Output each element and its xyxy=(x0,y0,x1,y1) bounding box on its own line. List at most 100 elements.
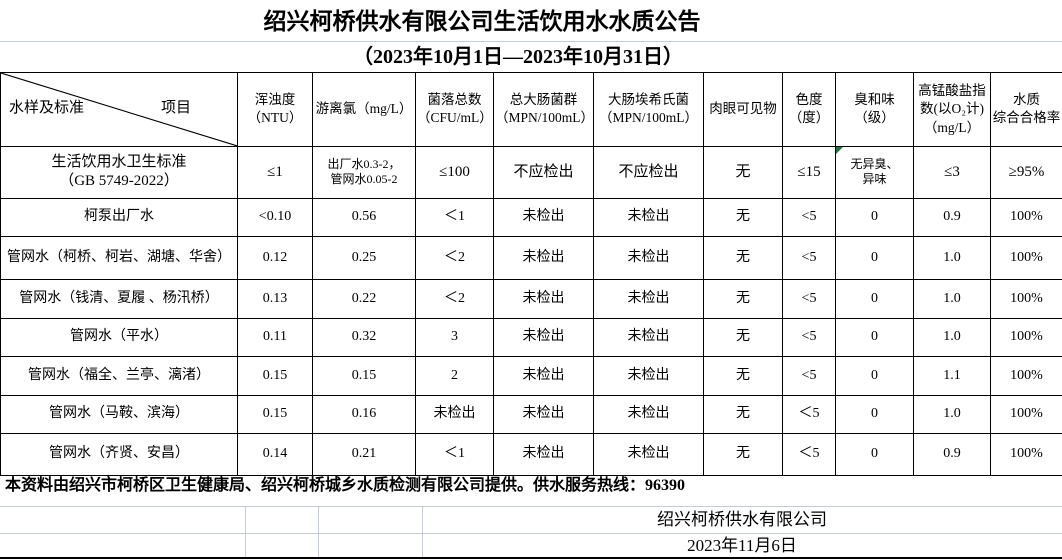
table-cell: <5 xyxy=(782,278,836,319)
table-cell: ＜1 xyxy=(415,432,494,476)
row-label: 管网水（平水） xyxy=(0,317,238,357)
table-cell: 无 xyxy=(703,394,783,434)
gridline-vertical-3 xyxy=(422,506,423,557)
table-cell: 0.9 xyxy=(913,432,991,476)
table-cell: 2 xyxy=(415,355,494,396)
col-header-permanganate-index: 高锰酸盐指 数(以O₂计) （mg/L） xyxy=(913,72,991,147)
table-row: 管网水（钱清、夏履 、杨汛桥） 0.13 0.22 ＜2 未检出 未检出无 <5 0 1.0 10… xyxy=(0,278,1062,319)
table-cell: 无异臭、 异味 xyxy=(835,145,914,199)
table-cell: 100% xyxy=(990,355,1062,396)
table-cell: ≥95% xyxy=(990,145,1062,199)
table-cell: 未检出 xyxy=(593,432,704,476)
row-label: 管网水（钱清、夏履 、杨汛桥） xyxy=(0,278,238,319)
table-cell: ≤100 xyxy=(415,145,494,199)
table-row: 生活饮用水卫生标准 （GB 5749-2022） ≤1 出厂水0.3-2， 管网水0… xyxy=(0,145,1062,199)
table-cell: 未检出 xyxy=(493,278,594,319)
table-cell: 100% xyxy=(990,317,1062,357)
table-cell: 无 xyxy=(703,355,783,396)
table-cell: 无 xyxy=(703,317,783,357)
table-cell: 无 xyxy=(703,145,783,199)
diagonal-line xyxy=(1,73,237,146)
row-label: 管网水（福全、兰亭、漓渚） xyxy=(0,355,238,396)
table-row: 管网水（福全、兰亭、漓渚） 0.15 0.15 2 未检出 未检出无 <5 0 1.1 100% xyxy=(0,355,1062,396)
table-cell: 0 xyxy=(835,394,914,434)
table-cell: 1.0 xyxy=(913,394,991,434)
col-header-colony-count: 菌落总数 （CFU/mL） xyxy=(415,72,494,147)
table-cell: 未检出 xyxy=(493,394,594,434)
table-cell: 1.0 xyxy=(913,235,991,280)
gridline-above-company xyxy=(0,506,1062,507)
table-cell: 0 xyxy=(835,317,914,357)
gridline-under-title xyxy=(0,41,1062,42)
table-cell: 未检出 xyxy=(493,197,594,237)
table-cell: ≤3 xyxy=(913,145,991,199)
table-row: 管网水（齐贤、安昌） 0.14 0.21 ＜1 未检出 未检出无＜5 0 0.9 100% xyxy=(0,432,1062,476)
row-label: 柯泵出厂水 xyxy=(0,197,238,237)
table-cell: ＜5 xyxy=(782,394,836,434)
row-label: 管网水（马鞍、滨海） xyxy=(0,394,238,434)
table-cell: 未检出 xyxy=(593,197,704,237)
col-header-free-chlorine: 游离氯（mg/L） xyxy=(312,72,416,147)
col-header-e-coli: 大肠埃希氏菌 （MPN/100mL） xyxy=(593,72,704,147)
table-cell: 0.15 xyxy=(312,355,416,396)
table-cell: 0.12 xyxy=(237,235,313,280)
table-cell: 未检出 xyxy=(593,317,704,357)
cell-flag-triangle-icon xyxy=(836,147,843,154)
table-cell: 未检出 xyxy=(593,394,704,434)
table-cell: ＜1 xyxy=(415,197,494,237)
table-cell: ＜2 xyxy=(415,235,494,280)
table-cell: 不应检出 xyxy=(593,145,704,199)
table-cell: 1.1 xyxy=(913,355,991,396)
header-row: 水样及标准 项目 浑浊度 （NTU） 游离氯（mg/L） 菌落总数 （CFU/m… xyxy=(0,72,1062,147)
table-cell: 1.0 xyxy=(913,278,991,319)
table-cell: ＜2 xyxy=(415,278,494,319)
table-cell: 未检出 xyxy=(493,317,594,357)
table-cell: 0 xyxy=(835,355,914,396)
table-cell: 不应检出 xyxy=(493,145,594,199)
table-cell: 1.0 xyxy=(913,317,991,357)
table-cell: 0.11 xyxy=(237,317,313,357)
signature-date: 2023年11月6日 xyxy=(687,536,797,555)
table-cell: 无 xyxy=(703,235,783,280)
table-cell: 无 xyxy=(703,278,783,319)
table-cell: ≤15 xyxy=(782,145,836,199)
col-header-turbidity: 浑浊度 （NTU） xyxy=(237,72,313,147)
table-cell: 无 xyxy=(703,197,783,237)
table-cell: 未检出 xyxy=(493,355,594,396)
bottom-rule xyxy=(0,557,1062,559)
table-cell: 100% xyxy=(990,432,1062,476)
table-row: 柯泵出厂水 <0.10 0.56 ＜1 未检出 未检出无 <5 0 0.9 100% xyxy=(0,197,1062,237)
table-cell: 0.56 xyxy=(312,197,416,237)
table-cell: 未检出 xyxy=(415,394,494,434)
col-header-chromaticity: 色度 （度） xyxy=(782,72,836,147)
table-row: 管网水（平水） 0.11 0.32 3 未检出 未检出无 <5 0 1.0 100% xyxy=(0,317,1062,357)
table-cell: ≤1 xyxy=(237,145,313,199)
table-cell: <5 xyxy=(782,197,836,237)
table-cell: <5 xyxy=(782,355,836,396)
table-cell: 100% xyxy=(990,235,1062,280)
table-cell: 0.9 xyxy=(913,197,991,237)
table-cell: 0.14 xyxy=(237,432,313,476)
col-header-odor-taste: 臭和味 （级） xyxy=(835,72,914,147)
col-header-visible-matter: 肉眼可见物 xyxy=(703,72,783,147)
table-cell: 100% xyxy=(990,394,1062,434)
table-cell: 0.25 xyxy=(312,235,416,280)
table-cell: 0.13 xyxy=(237,278,313,319)
gridline-above-date xyxy=(0,533,1062,534)
table-row: 管网水（柯桥、柯岩、湖塘、华舍） 0.12 0.25 ＜2 未检出 未检出无 <5 0 1.0 1… xyxy=(0,235,1062,280)
table-cell: 100% xyxy=(990,278,1062,319)
corner-label-sample: 水样及标准 xyxy=(9,100,85,116)
table-cell: 0.15 xyxy=(237,394,313,434)
water-quality-table: 水样及标准 项目 浑浊度 （NTU） 游离氯（mg/L） 菌落总数 （CFU/m… xyxy=(0,72,1062,476)
table-cell: 出厂水0.3-2， 管网水0.05-2 xyxy=(312,145,416,199)
table-cell: 未检出 xyxy=(593,278,704,319)
table-cell: 0 xyxy=(835,197,914,237)
gridline-vertical-2 xyxy=(318,506,319,557)
table-cell: 0 xyxy=(835,432,914,476)
corner-label-item: 项目 xyxy=(160,100,191,116)
col-header-total-coliform: 总大肠菌群 （MPN/100mL） xyxy=(493,72,594,147)
company-signature: 绍兴柯桥供水有限公司 xyxy=(657,510,827,529)
page-subtitle: （2023年10月1日—2023年10月31日） xyxy=(353,46,683,68)
col-header-pass-rate: 水质 综合合格率 xyxy=(990,72,1062,147)
table-cell: ＜5 xyxy=(782,432,836,476)
